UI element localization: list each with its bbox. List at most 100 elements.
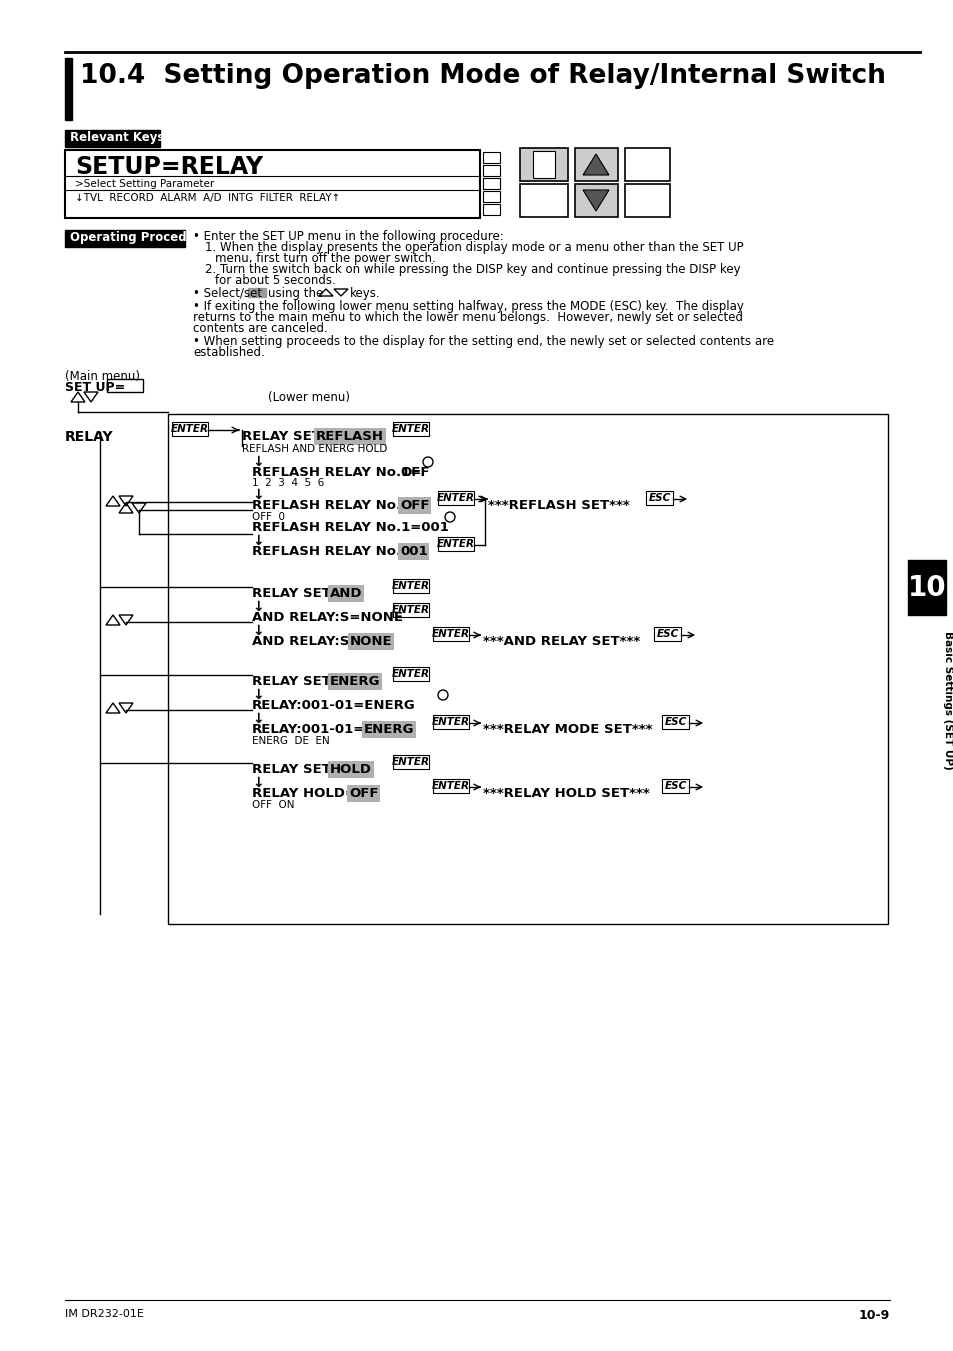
Text: REFLASH RELAY No.1=001: REFLASH RELAY No.1=001 — [252, 521, 449, 534]
Text: ENTER: ENTER — [436, 539, 475, 549]
Bar — [172, 422, 208, 436]
Text: ENTER: ENTER — [392, 605, 430, 615]
Bar — [65, 130, 160, 147]
Text: 001: 001 — [399, 544, 427, 558]
Text: ENERG: ENERG — [364, 723, 414, 736]
Text: ↓: ↓ — [252, 688, 263, 703]
Text: REFLASH AND ENERG HOLD: REFLASH AND ENERG HOLD — [242, 444, 387, 454]
Bar — [907, 561, 945, 615]
Text: 2. Turn the switch back on while pressing the DISP key and continue pressing the: 2. Turn the switch back on while pressin… — [205, 263, 740, 276]
Bar — [393, 422, 429, 436]
Bar — [437, 490, 474, 505]
Text: Basic Settings (SET UP): Basic Settings (SET UP) — [942, 631, 952, 769]
Text: SETUP=RELAY: SETUP=RELAY — [75, 155, 263, 178]
Text: contents are canceled.: contents are canceled. — [193, 322, 328, 335]
Text: ESC: ESC — [648, 493, 670, 503]
Text: ESC: ESC — [656, 630, 678, 639]
Bar — [393, 667, 429, 681]
Text: ESC: ESC — [663, 781, 686, 790]
Text: OFF: OFF — [349, 788, 378, 800]
Text: REFLASH RELAY No.1=: REFLASH RELAY No.1= — [252, 544, 421, 558]
Bar — [624, 184, 669, 218]
Bar — [482, 178, 499, 189]
Text: ENTER: ENTER — [171, 424, 209, 434]
Bar — [393, 755, 429, 769]
Bar — [533, 151, 555, 178]
Text: RELAY:001-01=: RELAY:001-01= — [252, 723, 365, 736]
Text: ENTER: ENTER — [436, 493, 475, 503]
Text: AND RELAY:S=: AND RELAY:S= — [252, 635, 360, 648]
Bar — [482, 165, 499, 176]
Bar — [661, 780, 688, 793]
Text: RELAY SET=: RELAY SET= — [252, 676, 341, 688]
Text: OFF: OFF — [399, 499, 429, 512]
Bar — [433, 780, 469, 793]
Bar — [65, 150, 479, 218]
Text: AND RELAY:S=NONE: AND RELAY:S=NONE — [252, 611, 402, 624]
Bar — [624, 149, 669, 181]
Text: for about 5 seconds.: for about 5 seconds. — [214, 274, 335, 286]
Text: 1  2  3  4  5  6: 1 2 3 4 5 6 — [252, 478, 324, 488]
Bar — [645, 490, 672, 505]
Text: HOLD: HOLD — [330, 763, 372, 775]
Text: ***RELAY HOLD SET***: ***RELAY HOLD SET*** — [482, 788, 649, 800]
Circle shape — [437, 690, 448, 700]
Text: OFF  ON: OFF ON — [252, 800, 294, 811]
Text: ↓: ↓ — [252, 488, 263, 503]
Circle shape — [444, 512, 455, 521]
Bar — [575, 149, 618, 181]
Text: REFLASH RELAY No.1=: REFLASH RELAY No.1= — [252, 499, 421, 512]
Bar — [393, 603, 429, 617]
Text: ↓: ↓ — [252, 624, 263, 638]
Text: OFF  0: OFF 0 — [252, 512, 285, 521]
Text: RELAY SET=: RELAY SET= — [242, 430, 332, 443]
Bar — [248, 288, 266, 297]
Text: • When setting proceeds to the display for the setting end, the newly set or sel: • When setting proceeds to the display f… — [193, 335, 773, 349]
Circle shape — [422, 457, 433, 467]
Bar — [437, 536, 474, 551]
Text: Operating Procedure: Operating Procedure — [70, 231, 209, 245]
Text: RELAY SET=: RELAY SET= — [252, 763, 341, 775]
Text: ENTER: ENTER — [432, 717, 470, 727]
Bar — [168, 413, 887, 924]
Text: ↓: ↓ — [252, 600, 263, 613]
Bar — [661, 715, 688, 730]
Text: ENTER: ENTER — [392, 669, 430, 680]
Bar — [519, 149, 567, 181]
Text: ***RELAY MODE SET***: ***RELAY MODE SET*** — [482, 723, 652, 736]
Text: AND: AND — [330, 586, 362, 600]
Text: (Lower menu): (Lower menu) — [268, 390, 350, 404]
Text: ENTER: ENTER — [432, 781, 470, 790]
Bar — [433, 627, 469, 640]
Bar — [482, 190, 499, 203]
Bar — [519, 184, 567, 218]
Text: ↓: ↓ — [252, 712, 263, 725]
Text: RELAY HOLD=: RELAY HOLD= — [252, 788, 355, 800]
Text: ↓TVL  RECORD  ALARM  A/D  INTG  FILTER  RELAY↑: ↓TVL RECORD ALARM A/D INTG FILTER RELAY↑ — [75, 193, 340, 203]
Text: ENERG: ENERG — [330, 676, 380, 688]
Bar — [654, 627, 680, 640]
Text: menu, first turn off the power switch.: menu, first turn off the power switch. — [214, 253, 436, 265]
Text: • Select/set: • Select/set — [193, 286, 262, 300]
Bar — [482, 204, 499, 215]
Text: • Enter the SET UP menu in the following procedure:: • Enter the SET UP menu in the following… — [193, 230, 503, 243]
Bar — [575, 184, 618, 218]
Text: RELAY: RELAY — [65, 430, 113, 444]
Text: ENTER: ENTER — [432, 630, 470, 639]
Text: >Select Setting Parameter: >Select Setting Parameter — [75, 178, 214, 189]
Text: 10.4  Setting Operation Mode of Relay/Internal Switch: 10.4 Setting Operation Mode of Relay/Int… — [80, 63, 885, 89]
Text: • If exiting the following lower menu setting halfway, press the MODE (ESC) key.: • If exiting the following lower menu se… — [193, 300, 743, 313]
Text: using the: using the — [268, 286, 323, 300]
Text: ENTER: ENTER — [392, 581, 430, 590]
Text: ↓: ↓ — [252, 775, 263, 790]
Bar — [393, 580, 429, 593]
Polygon shape — [582, 154, 608, 176]
Text: Relevant Keys: Relevant Keys — [70, 131, 164, 145]
Bar — [482, 153, 499, 163]
Text: established.: established. — [193, 346, 265, 359]
Text: ***REFLASH SET***: ***REFLASH SET*** — [488, 499, 629, 512]
Text: ↓: ↓ — [252, 534, 263, 549]
Bar — [65, 230, 185, 247]
Text: REFLASH RELAY No.1=: REFLASH RELAY No.1= — [252, 466, 421, 480]
Text: returns to the main menu to which the lower menu belongs.  However, newly set or: returns to the main menu to which the lo… — [193, 311, 742, 324]
